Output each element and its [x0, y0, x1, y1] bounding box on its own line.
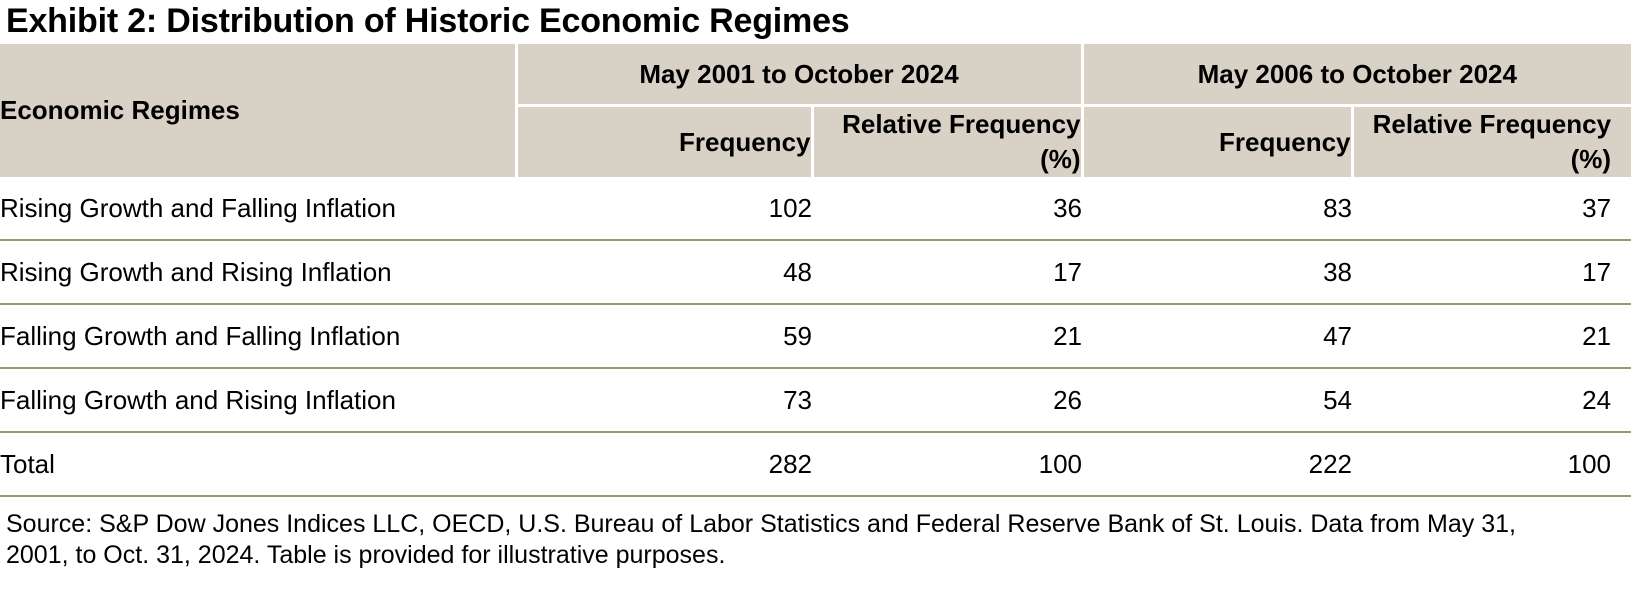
- row-label: Falling Growth and Falling Inflation: [0, 304, 516, 369]
- cell-frequency-2001: 102: [516, 177, 812, 241]
- header-sub-row: Frequency Relative Frequency (%) Frequen…: [0, 105, 1631, 177]
- header-relative-frequency-2006: Relative Frequency (%): [1350, 105, 1631, 177]
- table-row-total: Total 282 100 222 100: [0, 432, 1631, 497]
- table-body: Rising Growth and Falling Inflation 102 …: [0, 177, 1631, 497]
- regimes-table: Economic Regimes May 2001 to October 202…: [0, 44, 1631, 497]
- cell-frequency-2001: 48: [516, 240, 812, 305]
- cell-relative-frequency-2006: 17: [1352, 240, 1631, 305]
- cell-relative-frequency-2001: 26: [812, 368, 1083, 433]
- cell-relative-frequency-2001: 36: [812, 177, 1083, 241]
- cell-frequency-2006: 83: [1082, 177, 1353, 241]
- cell-relative-frequency-2001: 21: [812, 304, 1083, 369]
- cell-relative-frequency-2006: 21: [1352, 304, 1631, 369]
- table-row: Rising Growth and Falling Inflation 102 …: [0, 177, 1631, 241]
- cell-relative-frequency-2006: 24: [1352, 368, 1631, 433]
- header-group-may-2001: May 2001 to October 2024: [514, 44, 1083, 107]
- header-group-may-2006: May 2006 to October 2024: [1080, 44, 1631, 107]
- cell-total-relative-frequency-2006: 100: [1352, 432, 1631, 497]
- cell-total-relative-frequency-2001: 100: [812, 432, 1083, 497]
- row-label-total: Total: [0, 432, 516, 497]
- source-footnote: Source: S&P Dow Jones Indices LLC, OECD,…: [6, 510, 1516, 569]
- header-group-row: Economic Regimes May 2001 to October 202…: [0, 44, 1631, 177]
- header-frequency-2001: Frequency: [514, 105, 812, 177]
- row-label: Falling Growth and Rising Inflation: [0, 368, 516, 433]
- table-header: Economic Regimes May 2001 to October 202…: [0, 44, 1631, 177]
- cell-frequency-2001: 59: [516, 304, 812, 369]
- header-frequency-2006: Frequency: [1080, 105, 1353, 177]
- cell-relative-frequency-2001: 17: [812, 240, 1083, 305]
- table-row: Rising Growth and Rising Inflation 48 17…: [0, 240, 1631, 305]
- cell-frequency-2006: 47: [1082, 304, 1353, 369]
- header-economic-regimes: Economic Regimes: [0, 44, 516, 177]
- cell-frequency-2006: 38: [1082, 240, 1353, 305]
- row-label: Rising Growth and Rising Inflation: [0, 240, 516, 305]
- table-row: Falling Growth and Rising Inflation 73 2…: [0, 368, 1631, 433]
- table-row: Falling Growth and Falling Inflation 59 …: [0, 304, 1631, 369]
- cell-total-frequency-2006: 222: [1082, 432, 1353, 497]
- page-title: Exhibit 2: Distribution of Historic Econ…: [6, 2, 850, 40]
- cell-relative-frequency-2006: 37: [1352, 177, 1631, 241]
- cell-frequency-2001: 73: [516, 368, 812, 433]
- row-label: Rising Growth and Falling Inflation: [0, 177, 516, 241]
- cell-total-frequency-2001: 282: [516, 432, 812, 497]
- header-relative-frequency-2001: Relative Frequency (%): [810, 105, 1083, 177]
- cell-frequency-2006: 54: [1082, 368, 1353, 433]
